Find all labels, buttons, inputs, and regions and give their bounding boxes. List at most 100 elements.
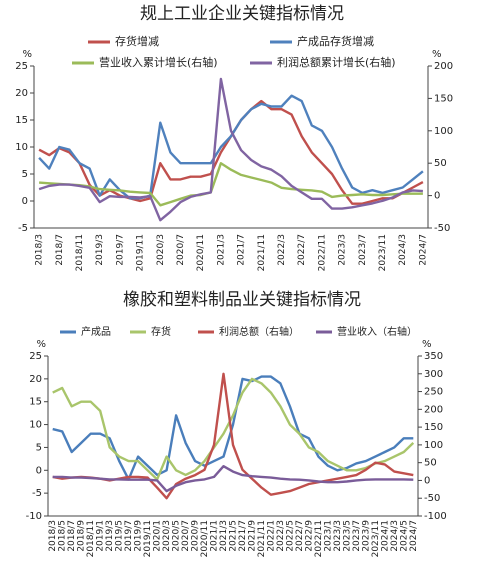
legend-label: 营业收入（右轴） [337, 325, 417, 338]
y2-tick-label: 100 [434, 126, 453, 137]
y2-tick-label: 350 [424, 351, 443, 362]
y2-unit: % [432, 49, 442, 60]
x-tick-label: 2018/7 [67, 520, 77, 552]
x-tick-label: 2022/11 [314, 520, 324, 557]
y-tick-label: -5 [18, 223, 28, 234]
x-tick-label: 2020/7 [181, 520, 191, 552]
x-tick-label: 2022/7 [297, 234, 307, 266]
y-tick-label: 25 [29, 351, 42, 362]
y2-tick-label: 200 [434, 61, 453, 72]
x-tick-label: 2024/1 [380, 520, 390, 552]
x-tick-label: 2023/11 [371, 520, 381, 557]
legend-label: 营业收入累计增长(右轴) [99, 55, 218, 69]
y-tick-label: 10 [15, 142, 28, 153]
x-tick-label: 2020/11 [196, 234, 206, 271]
y-unit: % [22, 49, 32, 60]
y2-tick-label: 0 [434, 191, 440, 202]
x-tick-label: 2021/3 [219, 520, 229, 552]
y-unit: % [36, 339, 46, 350]
legend-label: 产成品 [81, 325, 111, 338]
y-tick-label: 15 [15, 115, 28, 126]
y-tick-label: 10 [29, 420, 42, 431]
y-tick-label: 25 [15, 61, 28, 72]
y2-tick-label: 300 [424, 369, 443, 380]
y-tick-label: 0 [36, 465, 42, 476]
y2-unit: % [422, 339, 432, 350]
series-line [52, 375, 414, 481]
y2-tick-label: 50 [424, 458, 437, 469]
x-tick-label: 2022/1 [266, 520, 276, 552]
y-tick-label: 0 [22, 196, 28, 207]
y2-tick-label: -50 [434, 223, 450, 234]
y-tick-label: 5 [36, 442, 42, 453]
x-tick-label: 2018/3 [48, 520, 58, 552]
x-tick-label: 2020/5 [172, 520, 182, 552]
x-tick-label: 2019/5 [115, 520, 125, 552]
y2-tick-label: -50 [424, 493, 440, 504]
y2-tick-label: 50 [434, 158, 447, 169]
x-tick-label: 2023/9 [361, 520, 371, 552]
x-tick-label: 2020/3 [156, 234, 166, 266]
x-tick-label: 2024/3 [390, 520, 400, 552]
x-tick-label: 2022/5 [285, 520, 295, 552]
x-tick-label: 2022/3 [276, 520, 286, 552]
x-tick-label: 2024/3 [398, 234, 408, 266]
chart-title: 橡胶和塑料制品业关键指标情况 [123, 290, 361, 310]
x-tick-label: 2022/9 [304, 520, 314, 552]
y2-tick-label: 0 [424, 475, 430, 486]
x-tick-label: 2022/7 [295, 520, 305, 552]
legend-label: 存货 [151, 325, 171, 338]
series-line [38, 77, 423, 222]
y-tick-label: -5 [32, 488, 42, 499]
x-tick-label: 2021/11 [257, 234, 267, 271]
x-tick-label: 2024/5 [399, 520, 409, 552]
x-tick-label: 2024/7 [409, 520, 419, 552]
series-line [52, 377, 415, 481]
y2-tick-label: 250 [424, 387, 443, 398]
x-tick-label: 2021/5 [229, 520, 239, 552]
x-tick-label: 2023/5 [342, 520, 352, 552]
x-tick-label: 2021/3 [216, 234, 226, 266]
x-tick-label: 2020/9 [191, 520, 201, 552]
series-line [39, 162, 423, 207]
y-tick-label: 15 [29, 397, 42, 408]
y2-tick-label: 150 [434, 93, 453, 104]
y2-tick-label: -100 [424, 511, 447, 522]
x-tick-label: 2021/11 [257, 520, 267, 557]
x-tick-label: 2020/3 [162, 520, 172, 552]
x-tick-label: 2018/11 [86, 520, 96, 557]
x-tick-label: 2023/11 [378, 234, 388, 271]
legend-label: 利润总额累计增长(右轴) [277, 55, 396, 69]
x-tick-label: 2019/1 [96, 520, 106, 552]
x-tick-label: 2018/5 [58, 520, 68, 552]
y-tick-label: 20 [29, 374, 42, 385]
legend-label: 产成品存货增减 [297, 34, 374, 48]
x-tick-label: 2019/7 [115, 234, 125, 266]
x-tick-label: 2020/7 [176, 234, 186, 266]
x-tick-label: 2023/1 [323, 520, 333, 552]
x-tick-label: 2021/7 [237, 234, 247, 266]
x-tick-label: 2021/1 [210, 520, 220, 552]
y2-tick-label: 150 [424, 422, 443, 433]
x-tick-label: 2022/3 [277, 234, 287, 266]
x-tick-label: 2023/3 [338, 234, 348, 266]
y2-tick-label: 100 [424, 440, 443, 451]
y-tick-label: 5 [22, 169, 28, 180]
x-tick-label: 2021/7 [238, 520, 248, 552]
x-tick-label: 2021/9 [247, 520, 257, 552]
x-tick-label: 2018/11 [75, 234, 85, 271]
x-tick-label: 2019/7 [124, 520, 134, 552]
x-tick-label: 2019/11 [143, 520, 153, 557]
legend-label: 存货增减 [115, 34, 159, 48]
y-tick-label: 20 [15, 88, 28, 99]
x-tick-label: 2019/3 [105, 520, 115, 552]
x-tick-label: 2019/11 [136, 234, 146, 271]
x-tick-label: 2023/7 [358, 234, 368, 266]
x-tick-label: 2024/7 [418, 234, 428, 266]
x-tick-label: 2020/11 [200, 520, 210, 557]
x-tick-label: 2018/9 [77, 520, 87, 552]
x-tick-label: 2020/1 [153, 520, 163, 552]
y2-tick-label: 200 [424, 404, 443, 415]
y-tick-label: -10 [26, 511, 42, 522]
